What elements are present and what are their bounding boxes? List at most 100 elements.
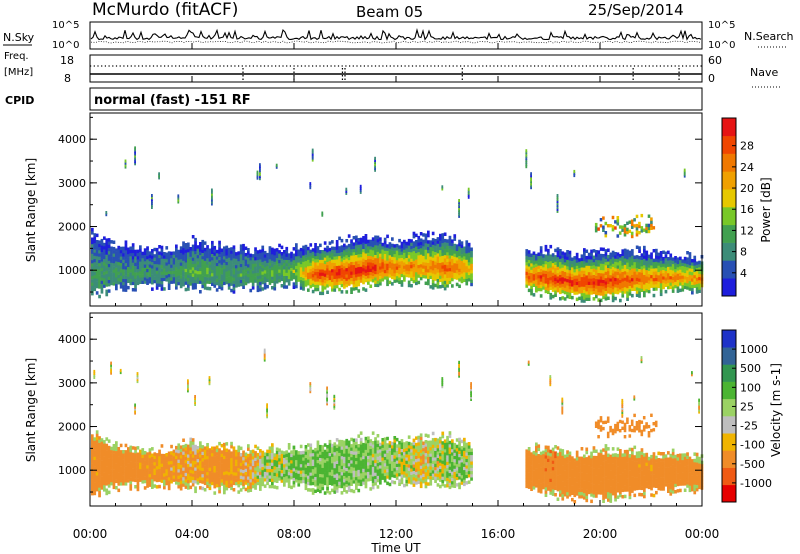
power-echo-cell	[105, 273, 109, 278]
power-echo-cell	[458, 271, 461, 276]
power-echo-cell	[309, 252, 313, 257]
power-echo-cell	[110, 259, 113, 263]
power-echo-cell	[191, 263, 195, 268]
power-echo-cell	[242, 266, 245, 270]
power-echo-cell	[561, 296, 565, 300]
power-echo-cell	[667, 266, 670, 271]
power-echo-cell	[544, 260, 548, 265]
power-echo-cell	[295, 284, 298, 289]
power-echo-cell	[551, 282, 555, 286]
velocity-echo-cell	[343, 488, 346, 492]
velocity-echo-cell	[194, 460, 197, 465]
power-echo-cell	[139, 274, 142, 278]
power-echo-cell	[254, 247, 257, 251]
power-scatter-cell	[134, 160, 136, 164]
power-echo-cell	[357, 263, 361, 268]
power-echo-cell	[95, 249, 99, 254]
power-echo-cell	[556, 276, 560, 280]
velocity-echo-cell	[203, 481, 207, 486]
velocity-echo-cell	[309, 472, 313, 476]
power-echo-cell	[403, 262, 406, 266]
velocity-echo-cell	[175, 452, 178, 456]
velocity-echo-cell	[127, 447, 130, 451]
power-echo-cell	[261, 245, 265, 250]
power-echo-cell	[417, 239, 421, 243]
power-echo-cell	[136, 268, 140, 273]
power-echo-cell	[575, 278, 579, 282]
velocity-echo-cell	[256, 472, 260, 476]
power-echo-cell	[595, 285, 598, 289]
power-echo-cell	[189, 272, 193, 277]
power-echo-cell	[573, 291, 577, 295]
power-echo-cell	[595, 288, 598, 292]
velocity-echo-cell	[304, 486, 308, 491]
velocity-echo-cell	[115, 441, 118, 445]
power-echo-cell	[309, 259, 313, 263]
power-echo-cell	[580, 264, 584, 268]
power-echo-cell	[393, 269, 397, 274]
power-echo-cell	[165, 265, 169, 269]
power-echo-cell	[664, 289, 668, 294]
power-echo-cell	[95, 240, 99, 244]
power-scatter-cell	[530, 184, 532, 188]
power-echo-cell	[273, 271, 277, 275]
colorbar-segment	[722, 135, 736, 154]
velocity-echo-cell	[314, 476, 317, 481]
power-echo-cell	[345, 274, 349, 278]
velocity-echo-cell	[287, 455, 291, 460]
power-echo-cell	[127, 253, 130, 258]
power-echo-cell	[105, 238, 109, 242]
velocity-echo-cell	[237, 458, 241, 462]
velocity-echo-cell	[110, 478, 113, 483]
velocity-echo-cell	[369, 439, 373, 443]
power-echo-cell	[218, 247, 221, 251]
power-echo-cell	[688, 268, 692, 272]
power-echo-cell	[643, 252, 646, 256]
power-echo-cell	[391, 246, 394, 251]
velocity-echo-cell	[220, 453, 224, 457]
velocity-scatter-cell	[263, 350, 266, 354]
power-echo-cell	[148, 276, 152, 281]
velocity-echo-cell	[165, 481, 169, 486]
velocity-echo-cell	[230, 457, 233, 462]
velocity-scatter-cell	[134, 403, 136, 407]
velocity-echo-cell	[98, 487, 101, 491]
power-echo-cell	[268, 252, 272, 257]
power-echo-cell	[470, 279, 473, 283]
power-echo-cell	[314, 275, 317, 279]
velocity-echo-cell	[177, 453, 181, 457]
power-echo-cell	[158, 283, 161, 287]
power-echo-cell	[347, 234, 351, 238]
velocity-echo-cell	[285, 463, 289, 467]
power-echo-cell	[95, 272, 99, 276]
power-echo-cell	[434, 258, 437, 262]
power-echo-cell	[278, 256, 281, 260]
power-echo-cell	[201, 278, 205, 282]
velocity-echo-cell	[199, 450, 202, 455]
power-echo-cell	[184, 287, 188, 292]
velocity-echo-cell	[199, 476, 202, 480]
power-echo-cell	[561, 286, 565, 291]
station-title: McMurdo (fitACF)	[92, 0, 238, 20]
power-echo-cell	[249, 272, 253, 277]
power-echo-cell	[122, 259, 125, 263]
power-echo-cell	[335, 284, 339, 289]
power-echo-cell	[640, 272, 644, 276]
power-echo-cell	[345, 277, 349, 281]
velocity-echo-cell	[110, 465, 113, 470]
power-echo-cell	[583, 283, 586, 287]
power-echo-cell	[182, 283, 185, 287]
velocity-echo-cell	[249, 482, 253, 486]
power-echo-cell	[374, 241, 377, 246]
power-echo-cell	[259, 281, 262, 286]
power-echo-cell	[227, 276, 231, 281]
velocity-echo-cell	[141, 473, 145, 478]
velocity-scatter-cell	[263, 354, 266, 358]
power-echo-cell	[139, 270, 142, 275]
power-echo-cell	[131, 259, 135, 263]
velocity-echo-cell	[328, 446, 332, 450]
power-echo-cell	[91, 275, 94, 280]
velocity-echo-cell	[189, 485, 193, 490]
velocity-echo-cell	[230, 445, 233, 449]
velocity-echo-cell	[343, 462, 346, 467]
